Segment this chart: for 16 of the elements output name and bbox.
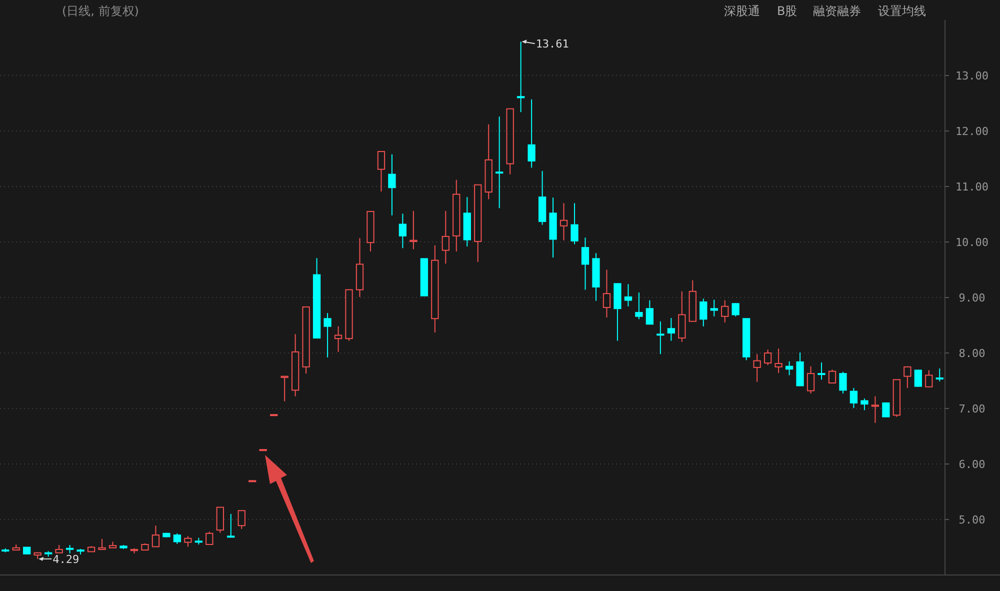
text: B股 [777,4,798,18]
y-tick-label: 10.00 [955,236,989,249]
y-tick-label: 13.00 [955,70,989,82]
y-tick-label: 5.00 [958,514,986,526]
annotation: 13.61 [536,38,569,51]
y-tick-label: 8.00 [958,347,986,360]
y-tick-label: 12.00 [955,125,989,138]
annotation: 4.29 [52,552,80,566]
y-tick-label: 6.00 [958,458,986,471]
text: 融资融券 [813,4,861,18]
y-tick-label: 7.00 [958,402,986,416]
chart-subtitle: (日线, 前复权) [62,4,139,18]
y-tick-label: 9.00 [958,292,986,304]
text: 设置均线 [878,4,926,18]
y-tick-label: 11.00 [955,180,989,194]
text: 深股通 [724,4,760,18]
